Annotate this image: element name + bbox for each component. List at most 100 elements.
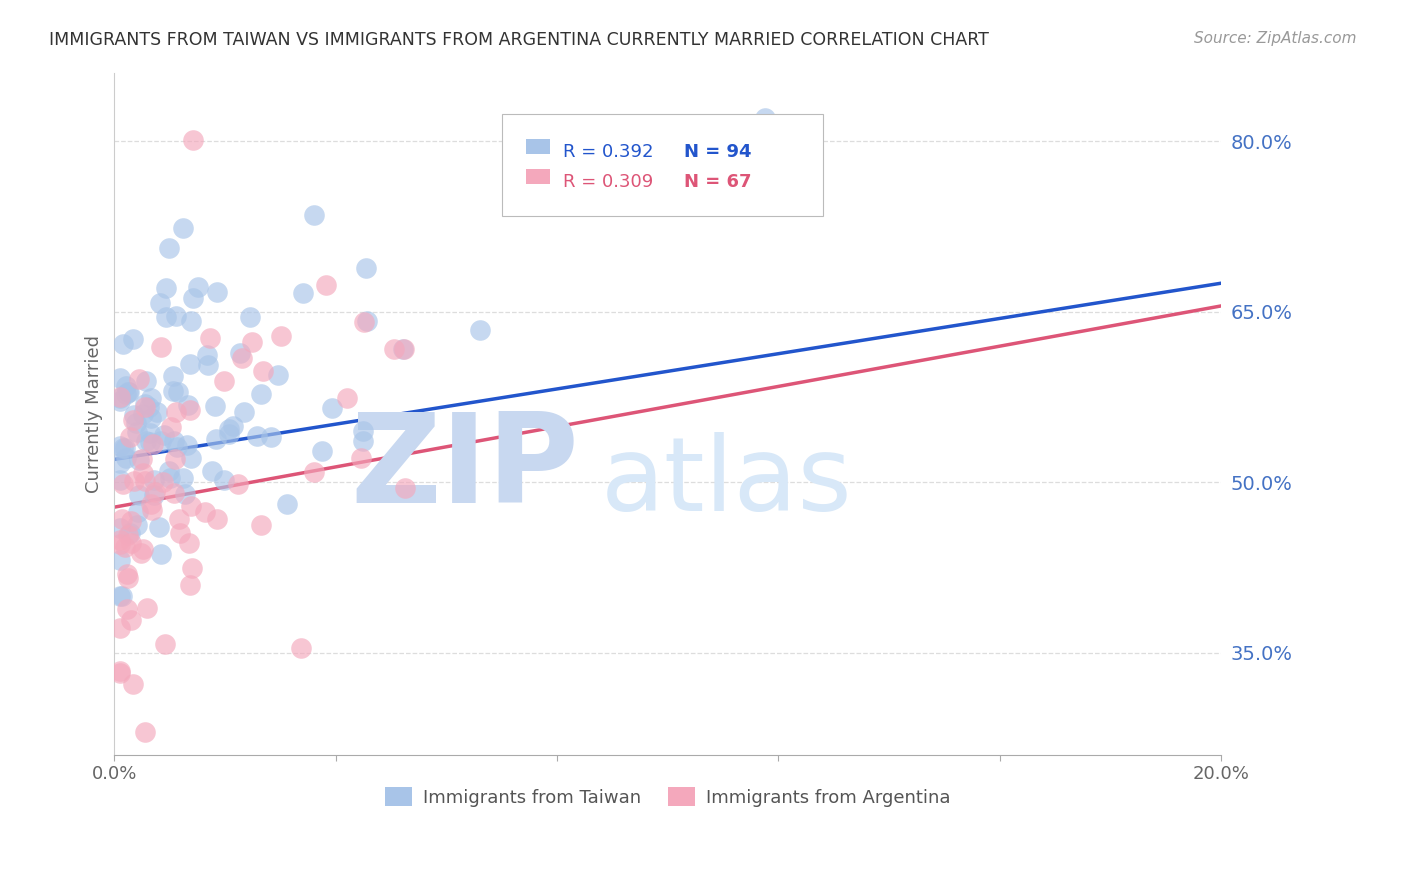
Point (352, 434, 374, 448)
Point (240, 335, 263, 350)
Point (108, 439, 131, 453)
Point (179, 403, 201, 417)
Point (153, 637, 176, 651)
Point (198, 331, 221, 345)
Point (127, 504, 149, 518)
Point (108, 621, 131, 635)
Point (120, 613, 142, 627)
Point (128, 488, 150, 502)
Point (174, 487, 197, 501)
Point (165, 405, 187, 419)
Point (143, 488, 166, 502)
Point (134, 397, 156, 411)
Point (180, 499, 202, 513)
Point (252, 364, 274, 378)
Point (394, 481, 416, 495)
Point (117, 528, 139, 542)
Point (180, 314, 202, 328)
Point (304, 208, 326, 222)
Point (163, 434, 186, 448)
Point (114, 541, 136, 555)
Point (754, 112, 776, 126)
Point (108, 370, 131, 384)
Point (141, 503, 163, 517)
Point (157, 464, 180, 478)
Point (139, 435, 162, 450)
Point (222, 418, 245, 433)
Point (315, 278, 337, 293)
Point (134, 474, 156, 488)
Point (180, 451, 202, 466)
Point (155, 281, 177, 295)
Point (108, 533, 131, 547)
Point (139, 497, 162, 511)
Text: N = 67: N = 67 (685, 173, 752, 191)
Point (152, 475, 174, 489)
Point (212, 473, 235, 487)
Point (172, 220, 194, 235)
Point (166, 440, 188, 454)
Point (117, 571, 139, 585)
Point (135, 374, 157, 388)
Point (143, 473, 166, 487)
Point (193, 504, 215, 518)
Point (134, 725, 156, 739)
Point (200, 464, 222, 478)
Text: R = 0.309: R = 0.309 (562, 173, 652, 191)
Point (152, 427, 174, 442)
Point (176, 398, 198, 412)
Point (117, 384, 139, 399)
Point (165, 451, 187, 466)
Bar (526, 169, 550, 184)
Point (187, 279, 209, 293)
Point (155, 310, 177, 325)
Point (231, 351, 253, 366)
Point (121, 677, 143, 691)
Point (226, 477, 249, 491)
Point (108, 521, 131, 535)
Point (197, 358, 219, 372)
Point (142, 436, 165, 450)
Point (118, 430, 141, 444)
Point (122, 412, 145, 426)
Point (125, 517, 148, 532)
Point (162, 384, 184, 398)
Point (239, 310, 262, 325)
Text: ZIP: ZIP (350, 408, 579, 529)
Point (148, 519, 170, 533)
Point (176, 438, 198, 452)
Point (120, 514, 142, 528)
Point (111, 337, 134, 351)
Point (356, 314, 378, 328)
Point (162, 369, 184, 384)
Point (270, 328, 292, 343)
Point (195, 348, 218, 362)
Point (125, 416, 148, 430)
Point (218, 426, 240, 441)
Point (138, 400, 160, 414)
Point (108, 456, 131, 470)
Point (205, 285, 228, 299)
Point (115, 566, 138, 581)
Point (267, 368, 290, 383)
Point (139, 391, 162, 405)
Text: IMMIGRANTS FROM TAIWAN VS IMMIGRANTS FROM ARGENTINA CURRENTLY MARRIED CORRELATIO: IMMIGRANTS FROM TAIWAN VS IMMIGRANTS FRO… (49, 31, 988, 49)
Point (136, 601, 159, 615)
Point (172, 471, 194, 485)
Point (117, 385, 139, 400)
Point (321, 401, 343, 416)
Point (179, 357, 201, 371)
Point (470, 323, 492, 337)
Point (181, 561, 204, 575)
Legend: Immigrants from Taiwan, Immigrants from Argentina: Immigrants from Taiwan, Immigrants from … (378, 780, 957, 814)
Point (111, 589, 134, 603)
Point (108, 393, 131, 408)
Point (302, 466, 325, 480)
Point (250, 386, 273, 401)
Point (181, 133, 204, 147)
Text: atlas: atlas (602, 432, 853, 533)
Point (108, 473, 131, 487)
Point (108, 665, 131, 680)
Point (354, 260, 377, 275)
Point (114, 441, 136, 455)
